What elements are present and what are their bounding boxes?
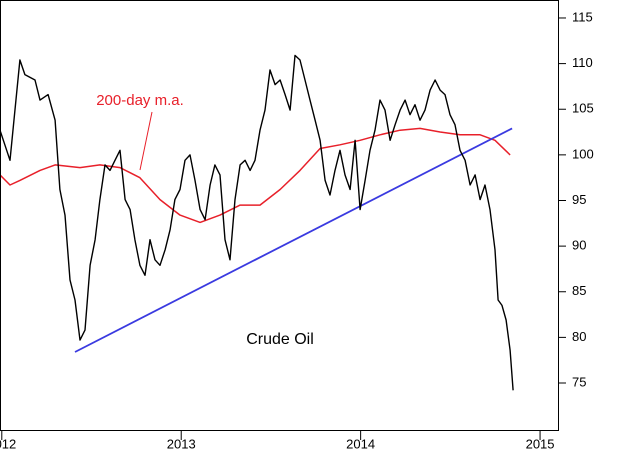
x-tick-label: 2014 [346,436,375,451]
x-tick-label: 2012 [0,436,16,451]
plot-frame [0,0,559,431]
label-leader [139,111,153,171]
y-tick-label: 75 [572,374,586,389]
series-label: 200-day m.a. [96,92,184,109]
trendline [74,127,513,353]
price-line [0,54,514,391]
series-label: Crude Oil [246,331,314,348]
y-axis-panel [559,0,620,459]
y-tick-label: 80 [572,329,586,344]
y-tick-label: 90 [572,238,586,253]
y-tick-label: 85 [572,283,586,298]
y-tick-label: 115 [572,9,593,24]
y-tick-label: 105 [572,101,594,116]
y-tick-label: 100 [572,146,594,161]
x-tick-label: 2013 [167,436,196,451]
moving-average-line [0,127,511,224]
y-tick-label: 95 [572,192,586,207]
y-tick-label: 110 [572,55,593,70]
x-tick-label: 2015 [526,436,555,451]
